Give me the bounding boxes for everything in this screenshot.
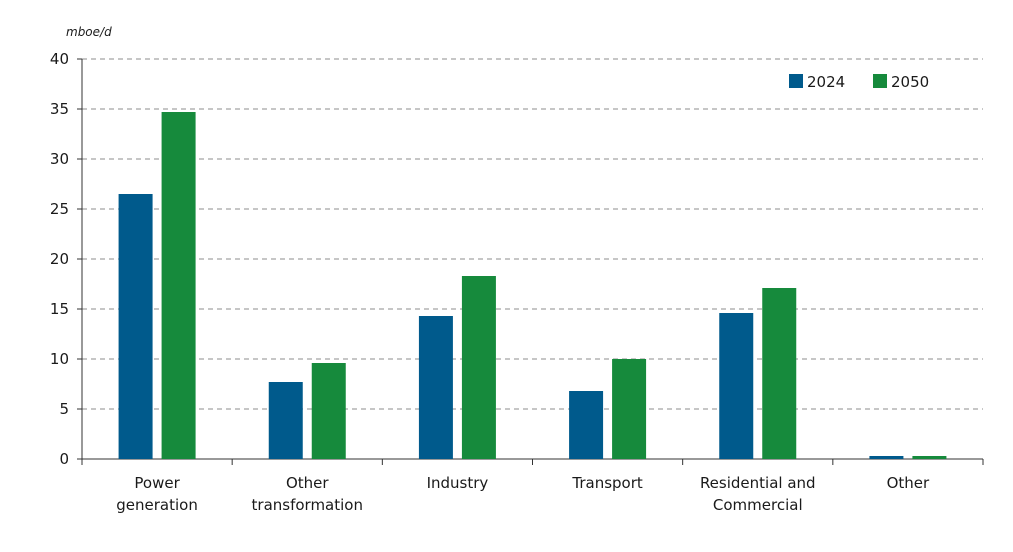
bar-2050	[161, 112, 196, 459]
y-tick-label: 25	[50, 200, 69, 218]
y-tick-label: 10	[50, 350, 69, 368]
category-label-line: Other	[286, 474, 329, 492]
x-axis: Power generation Other transformation Indust…	[81, 458, 984, 514]
category-label-line: Residential and	[700, 474, 816, 492]
bar-2024	[268, 382, 303, 459]
category-label: Industry	[427, 474, 489, 492]
y-tick-label: 40	[50, 50, 69, 68]
legend-label: 2050	[891, 73, 929, 91]
category-label-line: Power	[134, 474, 180, 492]
category-label-line: Other	[887, 474, 930, 492]
category-label-line: generation	[116, 496, 198, 514]
bar-2024	[869, 456, 904, 459]
bar-2050	[762, 288, 797, 459]
category-label-line: Industry	[427, 474, 489, 492]
category-label-line: Commercial	[713, 496, 803, 514]
category-label: Power generation	[116, 474, 198, 514]
legend: 2024 2050	[789, 73, 929, 91]
legend-swatch-2050	[873, 74, 887, 88]
y-tick-label: 5	[59, 400, 69, 418]
bars	[118, 112, 947, 459]
y-tick-label: 35	[50, 100, 69, 118]
bar-2024	[569, 391, 604, 459]
bar-2050	[461, 276, 496, 459]
bar-2024	[719, 313, 754, 459]
gridlines	[82, 58, 983, 410]
legend-label: 2024	[807, 73, 845, 91]
legend-swatch-2024	[789, 74, 803, 88]
bar-2024	[418, 316, 453, 459]
y-axis: 0 5 10 15 20 25 30 35 40	[50, 50, 83, 468]
y-tick-label: 30	[50, 150, 69, 168]
y-tick-label: 15	[50, 300, 69, 318]
category-label: Other transformation	[252, 474, 363, 514]
category-label-line: transformation	[252, 496, 363, 514]
category-label: Residential and Commercial	[700, 474, 816, 514]
category-label: Transport	[571, 474, 643, 492]
category-label: Other	[887, 474, 930, 492]
category-label-line: Transport	[571, 474, 643, 492]
y-tick-label: 20	[50, 250, 69, 268]
y-tick-label: 0	[59, 450, 69, 468]
bar-2024	[118, 194, 153, 459]
bar-2050	[311, 363, 346, 459]
bar-2050	[912, 456, 947, 459]
y-axis-unit-label: mboe/d	[66, 25, 112, 39]
bar-2050	[612, 359, 647, 459]
